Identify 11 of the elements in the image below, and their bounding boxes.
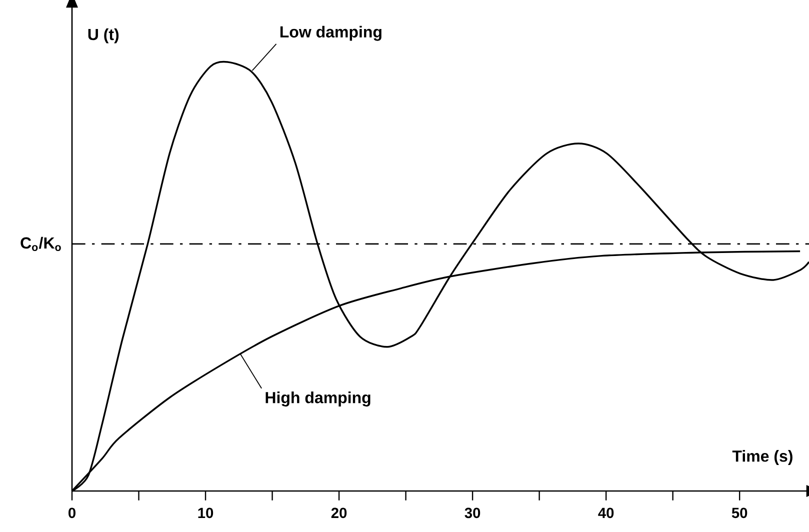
- x-tick-label: 0: [68, 508, 76, 518]
- x-tick-label: 30: [464, 508, 480, 518]
- ref-line-label: C$_{o}$/K$_{o}$: [20, 236, 61, 251]
- x-tick-label: 50: [732, 508, 748, 518]
- annotation: High damping: [266, 392, 370, 407]
- x-tick-label: 20: [331, 508, 347, 518]
- x-tick-label: 10: [198, 508, 214, 518]
- y-axis-title: U (t): [88, 28, 119, 44]
- x-axis-title: Time (s): [732, 450, 792, 465]
- x-tick-label: 40: [598, 508, 614, 518]
- annotation: Low damping: [280, 26, 382, 41]
